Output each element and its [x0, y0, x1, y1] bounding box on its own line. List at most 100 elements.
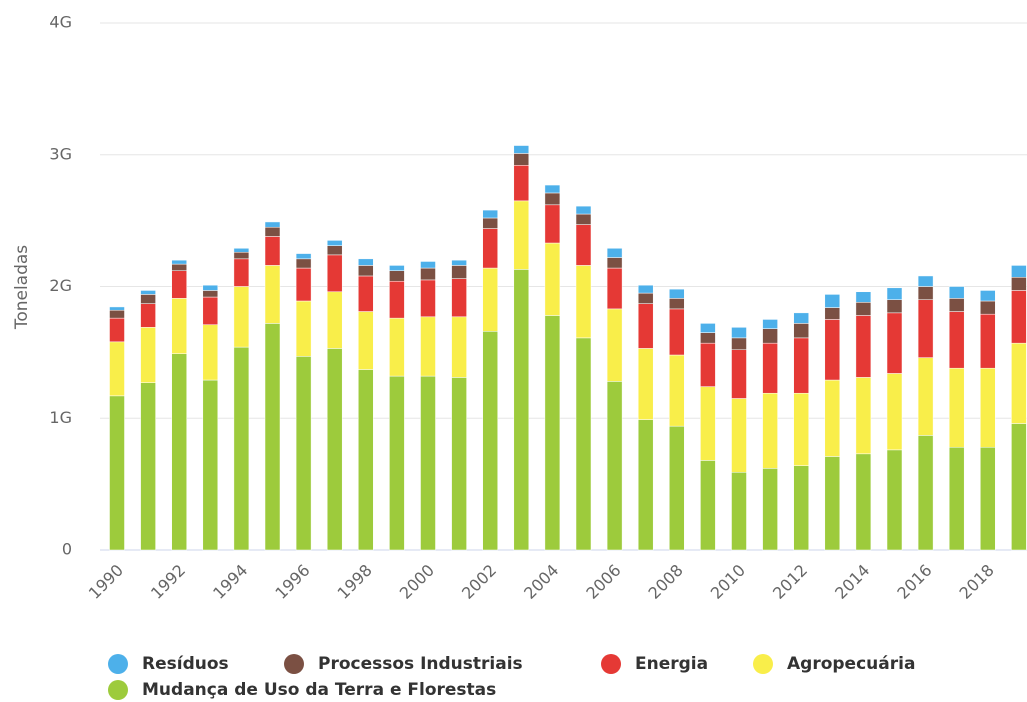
y-tick-label: 0 [62, 540, 72, 559]
bar-segment [637, 284, 654, 294]
bar-segment [762, 342, 778, 394]
bar-segment [606, 381, 623, 551]
bar-segment [202, 284, 219, 291]
bar-segment [700, 323, 716, 333]
x-tick-label: 2000 [396, 561, 438, 603]
bar-segment [637, 419, 654, 551]
bar-segment [948, 286, 965, 299]
bar-segment [980, 300, 996, 315]
x-tick-label: 2014 [831, 561, 873, 603]
legend-label: Energia [635, 654, 708, 674]
bar-segment [824, 456, 841, 551]
bar-segment [793, 337, 809, 394]
bar-segment [482, 228, 498, 269]
bar-segment [389, 270, 405, 282]
bar-segment [948, 446, 965, 551]
bar-segment [451, 259, 467, 266]
bar-segment [606, 257, 623, 269]
bar-segment [482, 267, 498, 332]
bar-segment [793, 392, 809, 466]
bar-segment [482, 209, 498, 219]
bar-segment [575, 337, 592, 551]
bar-segment [731, 472, 747, 551]
bar-segment [451, 278, 467, 318]
x-tick-label: 2004 [520, 561, 562, 603]
bar-segment [1011, 342, 1027, 424]
bar-segment [731, 398, 747, 473]
bar-segment [762, 468, 778, 551]
bar-segment [824, 294, 841, 308]
bar-segment [824, 307, 841, 320]
bar-segment [140, 382, 156, 551]
bar-segment [855, 377, 872, 455]
bar-segment [420, 316, 436, 377]
bar-segment [637, 292, 654, 304]
bar-segment [793, 465, 809, 551]
bar-segment [264, 323, 281, 551]
bar-segment [731, 337, 747, 350]
bar-segment [669, 308, 685, 356]
bar-segment [358, 275, 374, 312]
bar-segment [420, 267, 436, 281]
bar-segment [824, 379, 841, 457]
bar-segment [917, 275, 934, 287]
bar-segment [886, 299, 903, 314]
bar-segment [358, 369, 374, 551]
legend-marker [284, 654, 304, 674]
bar-segment [731, 327, 747, 339]
bar-segment [980, 313, 996, 369]
bar-segment [513, 153, 530, 166]
bar-segment [109, 395, 125, 551]
bar-segment [326, 291, 343, 349]
x-tick-label: 1990 [85, 561, 127, 603]
bar-segment [295, 300, 312, 357]
bar-segment [233, 286, 250, 348]
bar-segment [482, 217, 498, 229]
x-tick-label: 2018 [956, 561, 998, 603]
bar-segment [669, 288, 685, 299]
bar-segment [171, 298, 187, 354]
bar-segment [700, 460, 716, 551]
x-tick-label: 1998 [334, 561, 376, 603]
bar-segment [482, 331, 498, 551]
bar-segment [886, 373, 903, 451]
bar-segment [389, 375, 405, 551]
legend-label: Mudança de Uso da Terra e Florestas [142, 680, 496, 700]
bar-segment [1011, 277, 1027, 291]
bar-segment [171, 353, 187, 551]
bar-segment [513, 200, 530, 270]
bar-segment [606, 267, 623, 310]
bar-segment [948, 298, 965, 312]
y-tick-label: 4G [49, 13, 72, 32]
bar-segment [669, 425, 685, 551]
bar-segment [700, 332, 716, 344]
bar-segment [980, 290, 996, 302]
bar-segment [824, 319, 841, 381]
x-tick-label: 2016 [893, 561, 935, 603]
bar-segment [917, 299, 934, 358]
legend-marker [601, 654, 621, 674]
bar-segment [606, 308, 623, 382]
bar-segment [171, 263, 187, 271]
bar-segment [1011, 290, 1027, 344]
bar-segment [451, 316, 467, 378]
bar-segment [171, 270, 187, 299]
bar-segment [917, 357, 934, 436]
bar-segment [140, 290, 156, 295]
bar-segment [513, 165, 530, 202]
bar-segment [389, 265, 405, 271]
bar-segment [855, 453, 872, 551]
bar-segment [700, 386, 716, 461]
bar-segment [326, 245, 343, 256]
bar-segment [762, 319, 778, 329]
bar-segment [233, 346, 250, 551]
bar-segment [575, 224, 592, 266]
bar-segment [389, 280, 405, 319]
legend-marker [108, 680, 128, 700]
y-tick-label: 2G [49, 276, 72, 295]
bar-segment [420, 261, 436, 269]
bar-segment [855, 315, 872, 378]
bar-segment [109, 317, 125, 343]
y-axis-label: Toneladas [12, 245, 32, 330]
bar-segment [420, 279, 436, 318]
